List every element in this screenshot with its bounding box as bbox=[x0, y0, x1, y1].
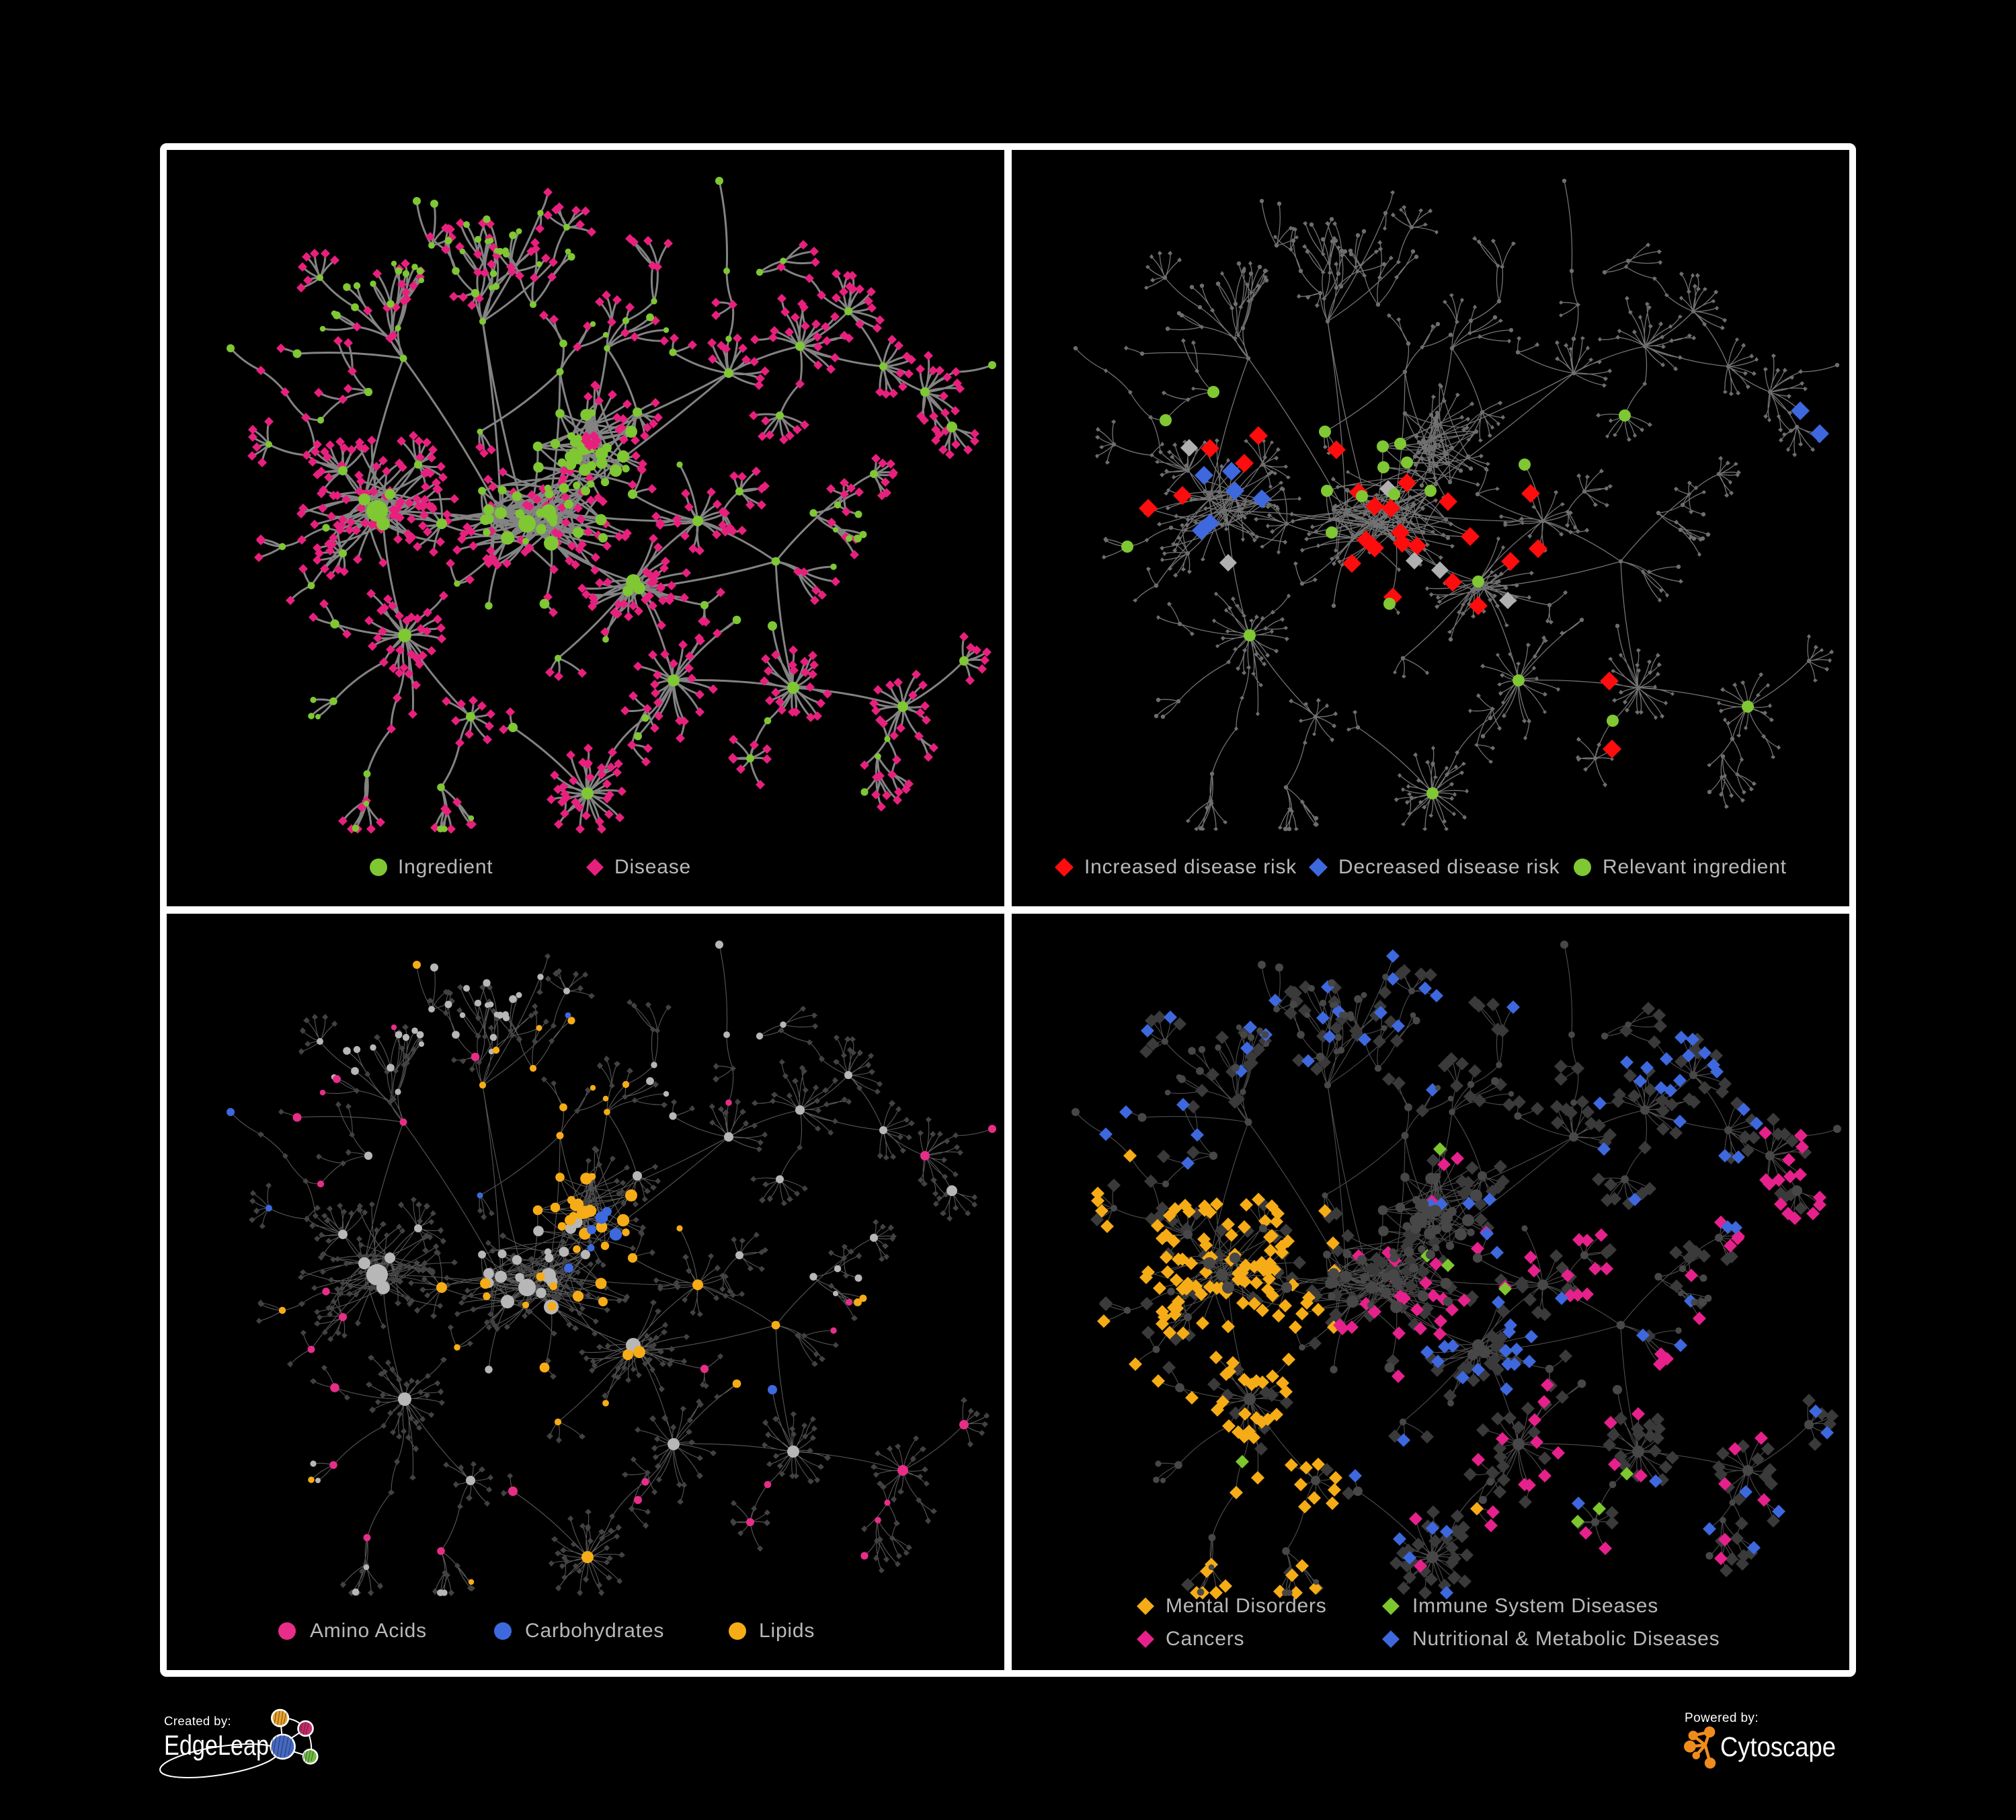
svg-text:EdgeLeap: EdgeLeap bbox=[164, 1729, 269, 1761]
svg-text:Cytoscape: Cytoscape bbox=[1720, 1731, 1836, 1762]
